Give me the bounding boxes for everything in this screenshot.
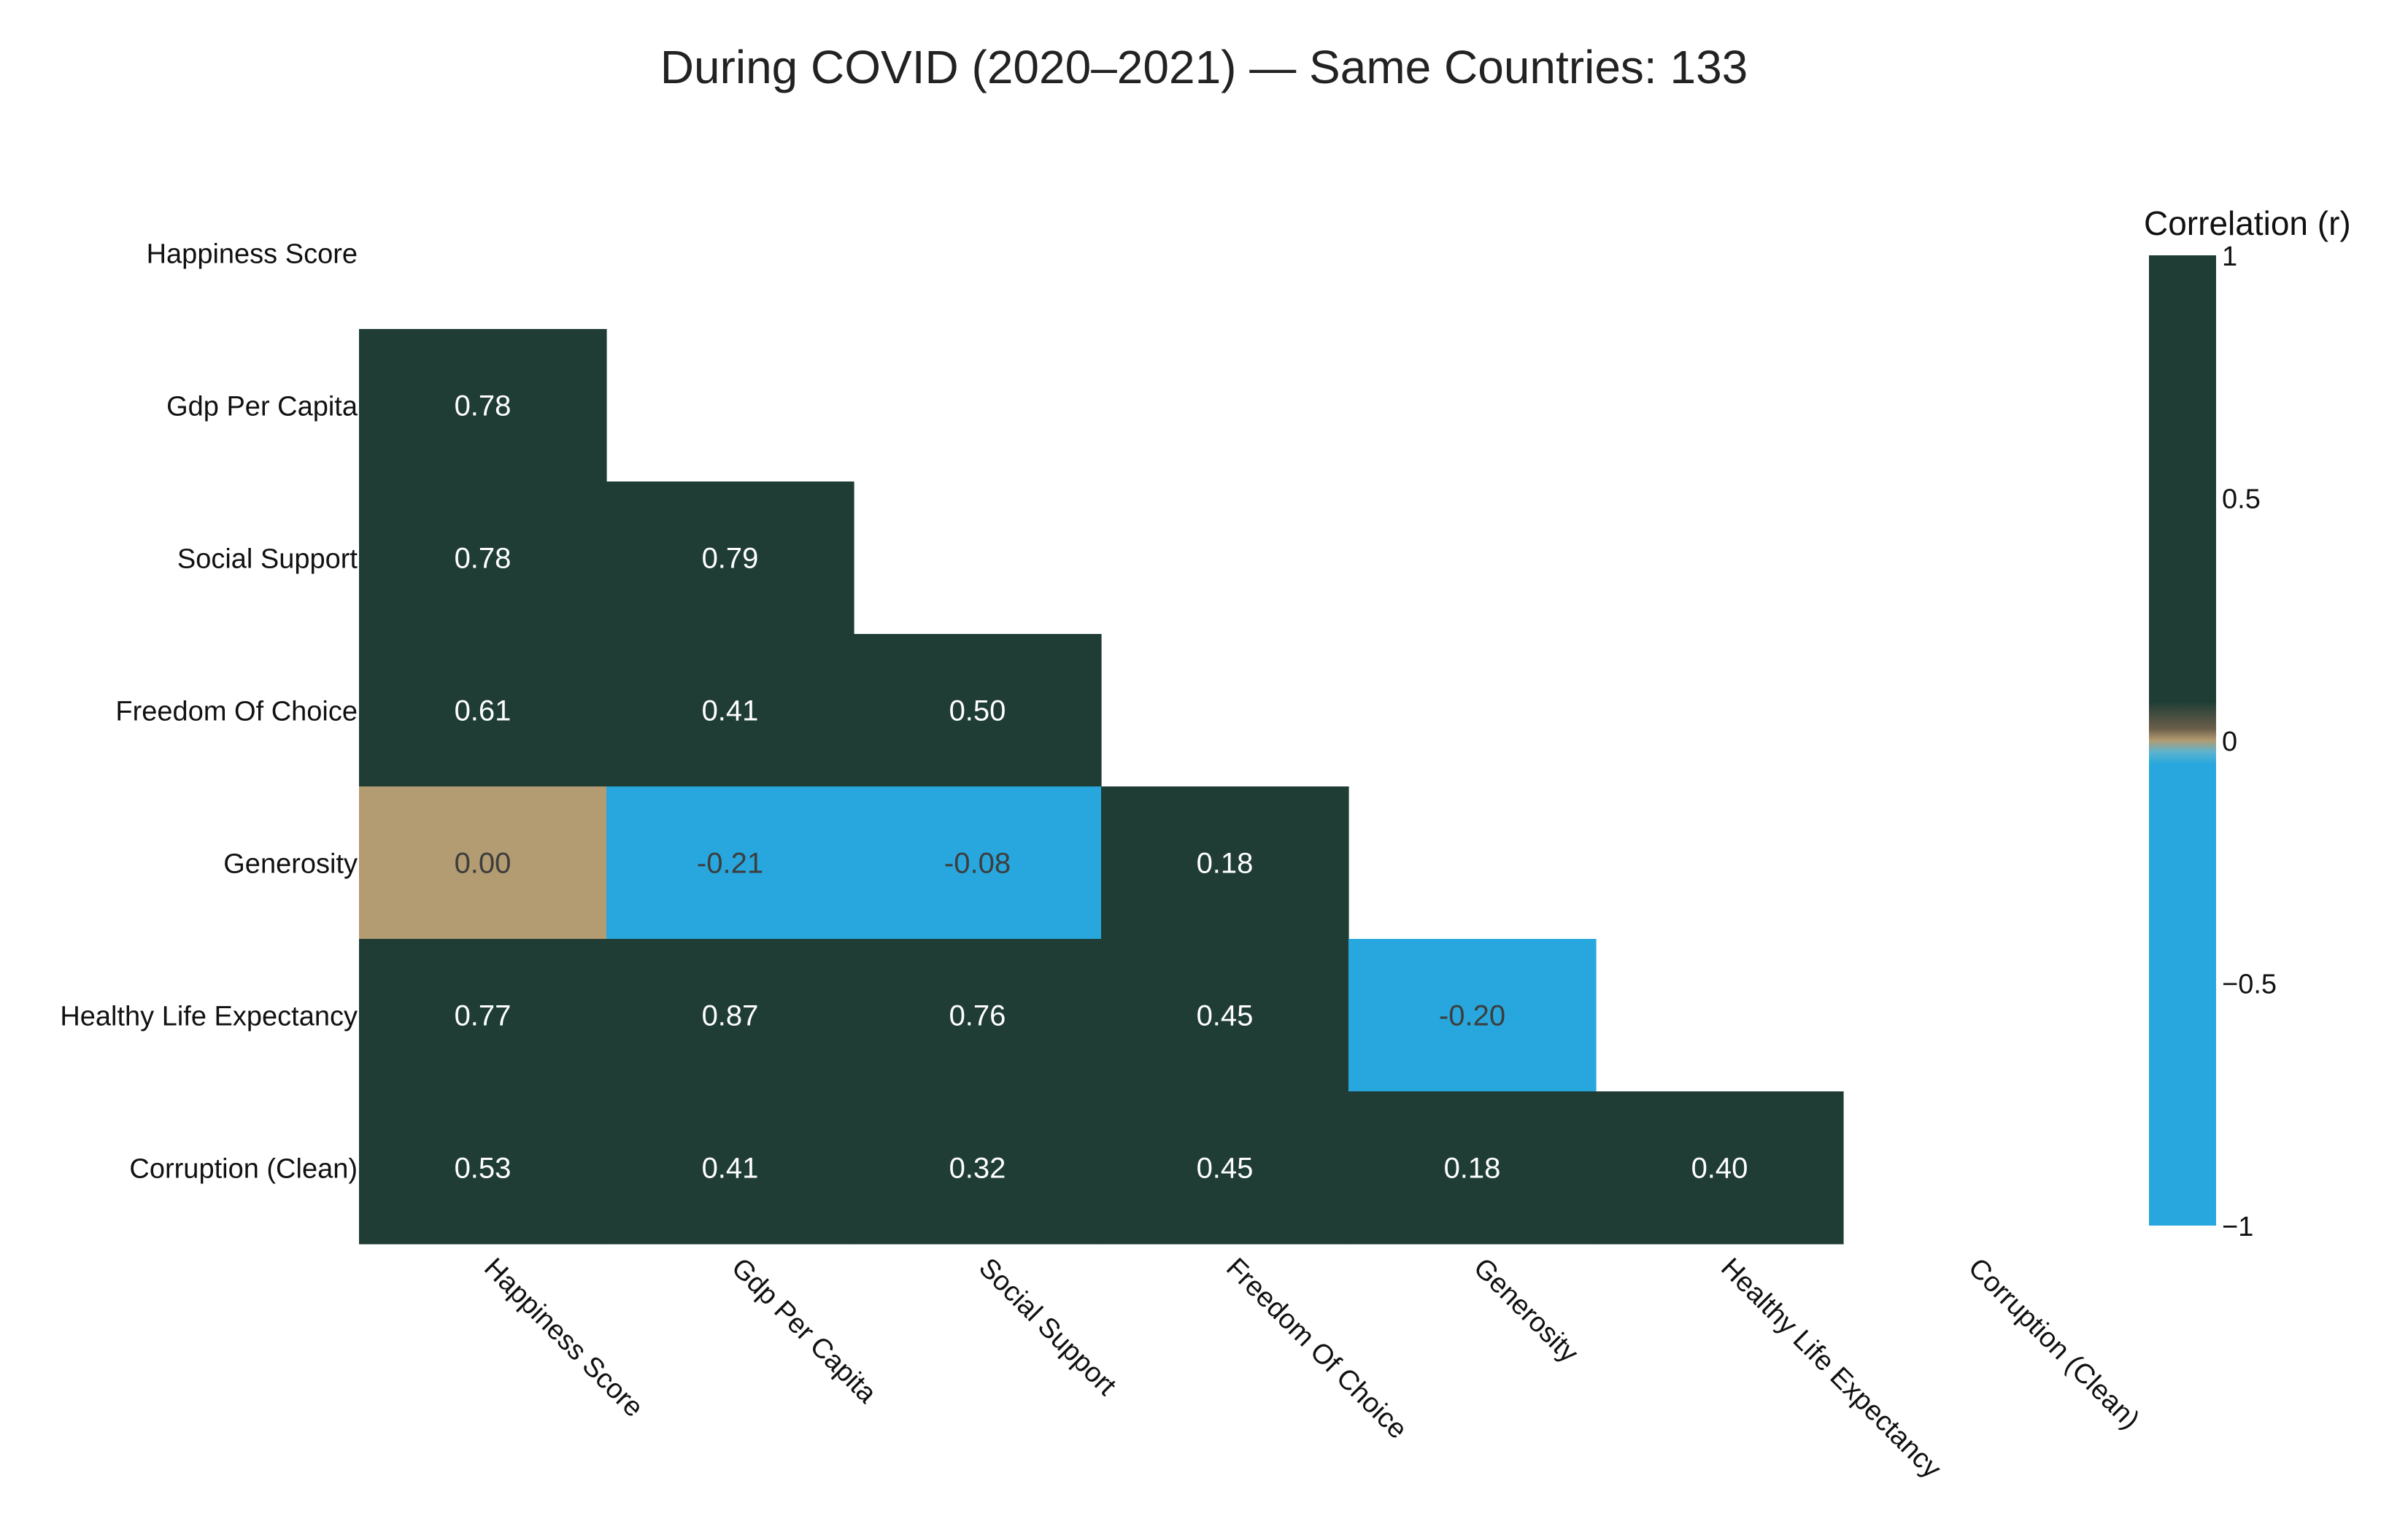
heatmap-cell-6-0 [359,1091,607,1245]
cell-value-label: -0.08 [944,848,1011,880]
cell-value-label: 0.00 [455,848,512,880]
heatmap-cell-6-2 [854,1091,1102,1245]
cell-value-label: 0.41 [702,695,759,727]
heatmap-cell-6-3 [1101,1091,1349,1245]
row-label: Corruption (Clean) [129,1154,358,1185]
heatmap-cell-3-0 [359,634,607,787]
colorbar-title: Correlation (r) [2144,204,2351,242]
heatmap-cell-4-1 [606,786,854,940]
cell-value-label: 0.53 [455,1153,512,1185]
chart-title: During COVID (2020–2021) — Same Countrie… [660,41,1748,93]
heatmap-cell-4-3 [1101,786,1349,940]
cell-value-label: 0.61 [455,695,512,727]
cell-value-label: -0.21 [697,848,763,880]
heatmap-cell-3-1 [606,634,854,787]
heatmap-cell-5-0 [359,939,607,1092]
cell-value-label: 0.18 [1444,1153,1501,1185]
heatmap-cells [359,329,1844,1245]
colorbar-tick-label: −1 [2222,1212,2253,1242]
column-label: Social Support [973,1253,1122,1402]
column-labels: Happiness Score Gdp Per Capita Social Supp… [478,1253,2145,1485]
cell-value-label: -0.20 [1439,1000,1505,1032]
colorbar-tick-label: −0.5 [2222,970,2277,1000]
heatmap-cell-3-2 [854,634,1102,787]
row-label: Healthy Life Expectancy [60,1002,358,1032]
row-label: Freedom Of Choice [115,697,358,727]
row-label: Gdp Per Capita [166,392,358,422]
cell-value-label: 0.18 [1197,848,1254,880]
heatmap-cell-2-0 [359,481,607,635]
heatmap-value-labels: 0.78 0.78 0.79 0.61 0.41 0.50 0.00 -0.21 -0.08 0.… [455,390,1748,1185]
column-label: Healthy Life Expectancy [1715,1253,1947,1485]
column-label: Corruption (Clean) [1962,1253,2145,1436]
heatmap-cell-4-2 [854,786,1102,940]
colorbar-gradient [2149,255,2216,1226]
cell-value-label: 0.45 [1197,1000,1254,1032]
heatmap-cell-1-0 [359,329,607,482]
heatmap-cell-6-1 [606,1091,854,1245]
row-label: Social Support [177,544,358,575]
column-label: Freedom Of Choice [1220,1253,1413,1445]
cell-value-label: 0.76 [949,1000,1006,1032]
row-label: Happiness Score [147,239,358,270]
cell-value-label: 0.87 [702,1000,759,1032]
cell-value-label: 0.50 [949,695,1006,727]
heatmap-cell-5-3 [1101,939,1349,1092]
cell-value-label: 0.40 [1691,1153,1748,1185]
colorbar: Correlation (r)1 0.5 0 −0.5 −1 [2144,204,2351,1242]
heatmap-cell-5-1 [606,939,854,1092]
cell-value-label: 0.45 [1197,1153,1254,1185]
heatmap-cell-2-1 [606,481,854,635]
cell-value-label: 0.79 [702,543,759,575]
heatmap-cell-4-0 [359,786,607,940]
heatmap-cell-6-4 [1348,1091,1597,1245]
heatmap-cell-5-2 [854,939,1102,1092]
cell-value-label: 0.41 [702,1153,759,1185]
cell-value-label: 0.32 [949,1153,1006,1185]
column-label: Generosity [1467,1253,1584,1369]
cell-value-label: 0.78 [455,543,512,575]
column-label: Gdp Per Capita [725,1253,883,1410]
cell-value-label: 0.78 [455,390,512,422]
row-label: Generosity [223,849,358,880]
colorbar-tick-label: 0 [2222,727,2237,757]
colorbar-tick-label: 1 [2222,241,2237,272]
row-labels: Happiness Score Gdp Per Capita Social Supp… [60,239,358,1185]
column-label: Happiness Score [478,1253,649,1423]
cell-value-label: 0.77 [455,1000,512,1032]
heatmap-cell-5-4 [1348,939,1597,1092]
colorbar-tick-label: 0.5 [2222,484,2261,515]
heatmap-cell-6-5 [1596,1091,1844,1245]
